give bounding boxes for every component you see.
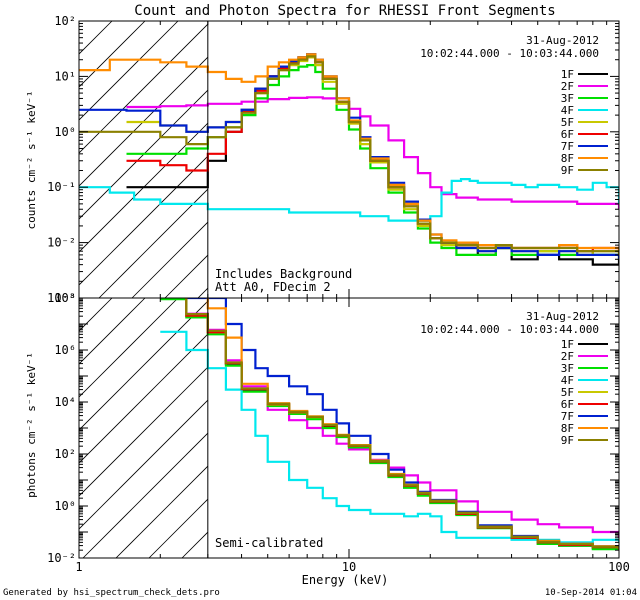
legend-label: 2F [561, 350, 574, 363]
legend-label: 7F [561, 410, 574, 423]
hatch-line [79, 298, 113, 332]
y-tick-label: 10⁰ [54, 499, 76, 513]
y-tick-label: 10⁴ [54, 395, 76, 409]
legend-label: 9F [561, 164, 574, 177]
footer-generated-by: Generated by hsi_spectrum_check_dets.pro [3, 588, 220, 598]
x-tick-label: 10 [342, 560, 356, 574]
bottom-ylabel: photons cm⁻² s⁻¹ keV⁻¹ [25, 352, 38, 498]
series-9F-bot [185, 298, 619, 549]
top-ylabel: counts cm⁻² s⁻¹ keV⁻¹ [25, 90, 38, 229]
hatch-line [79, 366, 208, 497]
series-9F-top [79, 55, 619, 255]
axes-bottom: 10⁻² 10⁰ 10² 10⁴ 10⁶ 10⁸ 1 10 100 [47, 291, 630, 574]
legend-label: 5F [561, 116, 574, 129]
hatch-line [79, 399, 208, 530]
legend-label: 9F [561, 434, 574, 447]
legend-label: 2F [561, 80, 574, 93]
hatch-line [79, 21, 146, 88]
y-tick-label: 10⁶ [54, 343, 76, 357]
hatch-line [79, 21, 113, 55]
top-date: 31-Aug-2012 [526, 34, 599, 47]
series-group-bottom [160, 298, 619, 551]
series-7F-top [79, 53, 619, 260]
y-tick-label: 10⁻³ [47, 291, 76, 305]
legend-label: 1F [561, 68, 574, 81]
hatch-line [79, 21, 179, 121]
bottom-date: 31-Aug-2012 [526, 310, 599, 323]
x-tick-label: 1 [75, 560, 82, 574]
y-tick-label: 10⁻¹ [47, 180, 76, 194]
legend-label: 7F [561, 140, 574, 153]
y-tick-label: 10⁰ [54, 125, 76, 139]
y-tick-label: 10² [54, 14, 76, 28]
legend-label: 8F [561, 422, 574, 435]
y-tick-label: 10⁻² [47, 236, 76, 250]
legend-label: 4F [561, 104, 574, 117]
legend-label: 6F [561, 128, 574, 141]
legend-label: 8F [561, 152, 574, 165]
legend-label: 6F [561, 398, 574, 411]
x-tick-label: 100 [608, 560, 630, 574]
hatch-line [131, 221, 208, 298]
hatch-line [79, 298, 80, 299]
bottom-time-range: 10:02:44.000 - 10:03:44.000 [420, 323, 599, 336]
legend-label: 3F [561, 362, 574, 375]
legend-label: 5F [561, 386, 574, 399]
hatch-line [79, 333, 208, 464]
hatch-line [79, 21, 80, 22]
hatch-region-top [79, 21, 208, 298]
series-group-top [79, 53, 619, 266]
bottom-annotation: Semi-calibrated [215, 536, 323, 550]
top-annotation-1: Includes Background [215, 267, 352, 281]
hatch-line [197, 287, 208, 298]
hatch-line [79, 298, 146, 365]
hatch-line [79, 23, 208, 154]
hatch-line [82, 432, 208, 558]
legend-label: 3F [561, 92, 574, 105]
legend-label: 1F [561, 338, 574, 351]
series-6F-top [126, 54, 619, 253]
hatch-line [79, 155, 208, 286]
y-tick-label: 10² [54, 447, 76, 461]
series-4F-top [79, 178, 619, 222]
series-2F-top [126, 96, 619, 210]
chart-title: Count and Photon Spectra for RHESSI Fron… [134, 3, 555, 19]
top-time-range: 10:02:44.000 - 10:03:44.000 [420, 47, 599, 60]
y-tick-label: 10⁸ [54, 291, 76, 305]
hatch-line [148, 498, 208, 558]
y-tick-label: 10¹ [54, 69, 76, 83]
footer-date: 10-Sep-2014 01:04 [545, 588, 637, 598]
y-tick-label: 10⁻² [47, 551, 76, 565]
hatch-line [115, 465, 208, 558]
hatch-line [164, 254, 208, 298]
top-annotation-2: Att A0, FDecim 2 [215, 280, 331, 294]
x-axis-label: Energy (keV) [302, 573, 389, 587]
hatch-line [79, 89, 208, 220]
hatch-line [98, 188, 208, 298]
hatch-line [79, 298, 179, 398]
legend-label: 4F [561, 374, 574, 387]
hatch-line [215, 298, 475, 558]
